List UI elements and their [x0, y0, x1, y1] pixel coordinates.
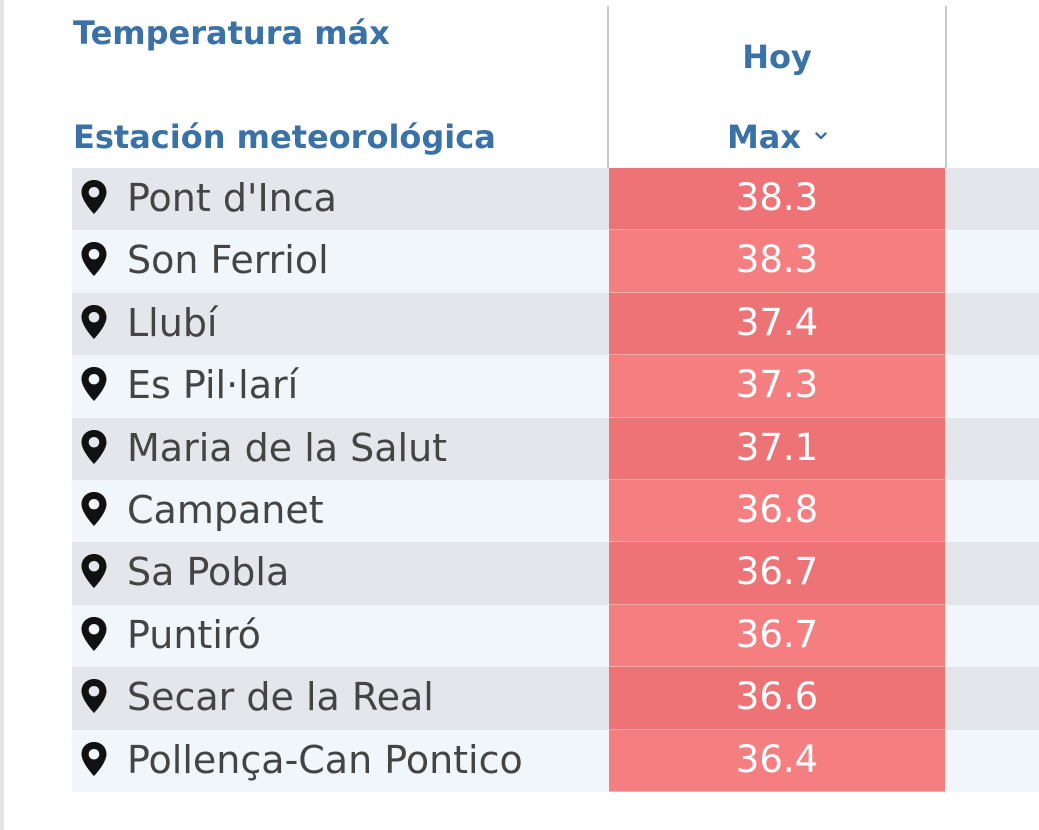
max-temp-cell: 36.7 — [609, 542, 945, 605]
location-pin-icon — [81, 616, 107, 651]
max-temp-cell: 36.8 — [609, 479, 945, 543]
max-column-label: Max — [726, 118, 802, 156]
table-row[interactable]: Pont d'Inca 38.3 — [72, 168, 1039, 231]
next-column-cell — [947, 730, 1039, 792]
max-temp-value: 36.8 — [735, 487, 819, 531]
max-temp-value: 36.6 — [735, 675, 819, 719]
station-column-header[interactable]: Estación meteorológica — [73, 118, 496, 156]
max-sort-header[interactable]: Max — [609, 118, 945, 156]
chevron-down-icon — [815, 132, 827, 140]
max-temp-value: 38.3 — [735, 176, 819, 219]
station-name[interactable]: Puntiró — [127, 612, 261, 657]
location-pin-icon — [81, 679, 107, 714]
table-row[interactable]: Campanet 36.8 — [72, 479, 1039, 543]
station-name[interactable]: Llubí — [127, 300, 218, 345]
location-pin-icon — [81, 491, 107, 526]
max-temp-cell: 37.4 — [609, 292, 945, 356]
location-pin-icon — [81, 741, 107, 776]
table-header: Temperatura máx Estación meteorológica H… — [72, 0, 1039, 168]
max-temp-cell: 37.3 — [609, 355, 945, 418]
table-body: Pont d'Inca 38.3 Son Ferriol 38.3 Llubí 37.4 E… — [72, 168, 1039, 792]
max-temp-value: 37.1 — [735, 425, 819, 469]
max-temp-value: 36.7 — [735, 550, 819, 594]
next-column-cell — [947, 605, 1039, 667]
next-column-cell — [947, 168, 1039, 230]
today-column-header: Hoy — [742, 38, 812, 76]
location-pin-icon — [81, 180, 107, 214]
table-row[interactable]: Maria de la Salut 37.1 — [72, 417, 1039, 480]
next-column-cell — [947, 418, 1039, 480]
max-temp-value: 36.7 — [735, 612, 819, 656]
left-edge-divider — [0, 0, 4, 830]
max-temp-cell: 36.6 — [609, 667, 945, 730]
max-temp-cell: 37.1 — [609, 417, 945, 480]
next-column-cell — [947, 293, 1039, 355]
max-temp-value: 37.3 — [735, 363, 819, 407]
table-row[interactable]: Pollença-Can Pontico 36.4 — [72, 729, 1039, 792]
location-pin-icon — [81, 367, 107, 402]
next-column-cell — [947, 542, 1039, 604]
max-temp-value: 36.4 — [735, 737, 819, 781]
next-column-cell — [947, 230, 1039, 292]
table-row[interactable]: Puntiró 36.7 — [72, 604, 1039, 668]
station-name[interactable]: Secar de la Real — [127, 675, 434, 720]
station-name[interactable]: Maria de la Salut — [127, 425, 448, 470]
max-temp-cell: 38.3 — [609, 230, 945, 293]
station-name[interactable]: Pont d'Inca — [127, 176, 337, 220]
location-pin-icon — [81, 304, 107, 339]
table-row[interactable]: Sa Pobla 36.7 — [72, 542, 1039, 605]
max-temp-value: 37.4 — [735, 300, 819, 344]
table-row[interactable]: Es Pil·larí 37.3 — [72, 355, 1039, 418]
location-pin-icon — [81, 242, 107, 277]
table-row[interactable]: Son Ferriol 38.3 — [72, 230, 1039, 293]
max-temp-cell: 38.3 — [609, 168, 945, 231]
station-name[interactable]: Es Pil·larí — [127, 363, 299, 408]
next-column-cell — [947, 480, 1039, 542]
station-name[interactable]: Pollença-Can Pontico — [127, 737, 523, 782]
location-pin-icon — [81, 429, 107, 464]
max-temp-cell: 36.4 — [609, 729, 945, 792]
temperature-table: Temperatura máx Estación meteorológica H… — [72, 0, 1039, 830]
station-name[interactable]: Campanet — [127, 487, 324, 532]
station-name[interactable]: Son Ferriol — [127, 238, 329, 283]
table-row[interactable]: Llubí 37.4 — [72, 292, 1039, 356]
table-row[interactable]: Secar de la Real 36.6 — [72, 667, 1039, 730]
table-title: Temperatura máx — [73, 14, 390, 52]
max-temp-cell: 36.7 — [609, 604, 945, 668]
location-pin-icon — [81, 554, 107, 589]
next-column-cell — [947, 667, 1039, 729]
max-temp-value: 38.3 — [735, 238, 819, 282]
next-column-cell — [947, 355, 1039, 417]
station-name[interactable]: Sa Pobla — [127, 550, 290, 595]
